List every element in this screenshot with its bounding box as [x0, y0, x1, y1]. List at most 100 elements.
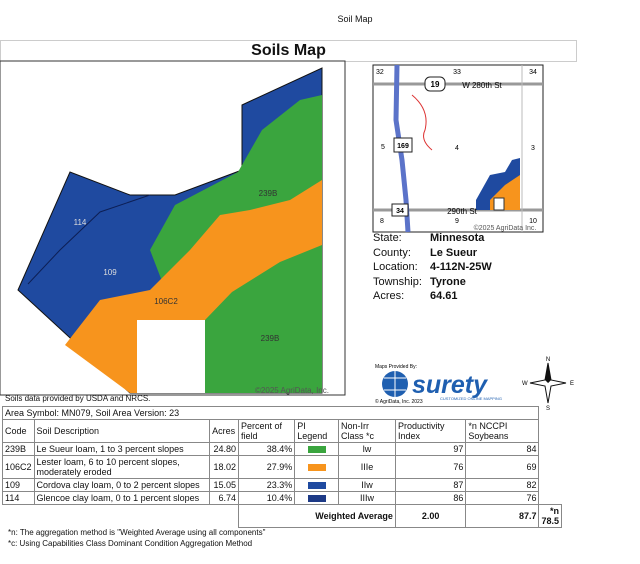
logo-brand: surety: [412, 371, 488, 399]
weighted-row: Weighted Average 2.00 87.7 *n 78.5: [3, 504, 562, 528]
info-label: Township:: [373, 275, 422, 288]
cell: 38.4%: [238, 442, 296, 456]
info-value: 4-112N-25W: [430, 261, 492, 273]
cell: 6.74: [209, 491, 240, 505]
soil-106c2: [65, 180, 322, 393]
area-symbol: Area Symbol: MN079, Soil Area Version: 2…: [1, 406, 540, 420]
inset-label: 19: [431, 80, 440, 89]
inset-field: [493, 197, 505, 211]
weighted-label: Weighted Average: [238, 504, 396, 528]
legend-swatch: [307, 463, 326, 471]
footnote: *n: The aggregation method is "Weighted …: [8, 528, 266, 537]
inset-label: 290th St: [447, 207, 478, 216]
info-value: 64.61: [430, 290, 458, 302]
inset-label: 8: [380, 218, 384, 225]
cell: 86: [394, 491, 467, 505]
info-row: Acres: 64.61: [373, 289, 492, 304]
route-shield: [391, 203, 409, 217]
column-header: Code: [2, 419, 35, 443]
info-row: Location: 4-112N-25W: [373, 260, 492, 275]
footnote: *c: Using Capabilities Class Dominant Co…: [8, 539, 253, 548]
compass-label: N: [546, 357, 550, 363]
table-row: 106C2 Lester loam, 6 to 10 percent slopes…: [2, 455, 562, 479]
cell: 109: [2, 478, 35, 492]
cell: 18.02: [209, 455, 240, 479]
compass: [529, 362, 567, 404]
weighted-value: 87.7: [465, 504, 540, 528]
data-source: Soils data provided by USDA and NRCS.: [5, 394, 151, 403]
cell: Glencoe clay loam, 0 to 1 percent slopes: [33, 491, 211, 505]
column-header: Non-Irr Class *c: [338, 419, 396, 443]
column-header: Soil Description: [33, 419, 211, 443]
cell: Cordova clay loam, 0 to 2 percent slopes: [33, 478, 211, 492]
legend-swatch: [307, 481, 326, 489]
footnotes: *n: The aggregation method is "Weighted …: [8, 527, 265, 549]
inset-label: 10: [529, 218, 537, 225]
weighted-value: *n 78.5: [538, 504, 562, 528]
map-label: 109: [103, 268, 117, 277]
inset-label: 32: [376, 69, 384, 76]
table-row: 109 Cordova clay loam, 0 to 2 percent slo…: [2, 478, 562, 492]
route-shield: [393, 137, 413, 153]
info-value: Le Sueur: [430, 246, 478, 259]
cell: 82: [465, 478, 540, 492]
cell: 87: [394, 478, 467, 492]
cell: IIIe: [338, 455, 396, 479]
column-header: Percent of field: [238, 419, 296, 443]
cell: 114: [2, 491, 35, 505]
logo-tagline: CUSTOMIZED ONLINE MAPPING: [440, 396, 502, 401]
cell: 69: [465, 455, 540, 479]
compass-label: S: [546, 406, 550, 410]
logo-copyright: © AgriData, Inc. 2023: [375, 398, 423, 405]
info-row: Township: Tyrone: [373, 275, 492, 290]
inset-label: 5: [381, 144, 385, 151]
legend-swatch: [307, 445, 326, 453]
info-label: Acres:: [373, 290, 405, 302]
cell: lw: [338, 442, 396, 456]
cell: 10.4%: [238, 491, 296, 505]
inset-label: 34: [529, 69, 537, 76]
compass-label: E: [570, 381, 574, 387]
info-label: Location:: [373, 261, 418, 273]
soil-table: Area Symbol: MN079, Soil Area Version: 2…: [1, 406, 562, 528]
inset-credit: ©2025 AgriData Inc.: [474, 224, 537, 232]
inset-label: W 280th St: [462, 81, 502, 90]
cell: Lester loam, 6 to 10 percent slopes, mod…: [33, 455, 211, 479]
inset-label: 169: [397, 143, 409, 150]
info-row: County: Le Sueur: [373, 246, 492, 261]
cell: 24.80: [209, 442, 240, 456]
excluded-area: [137, 320, 205, 393]
field-info: State: Minnesota County: Le Sueur Location: 4…: [373, 231, 492, 304]
cell: Le Sueur loam, 1 to 3 percent slopes: [33, 442, 211, 456]
inset-label: 9: [455, 218, 459, 225]
cell: 76: [394, 455, 467, 479]
weighted-value: 2.00: [394, 504, 467, 528]
logo-caption: Maps Provided By:: [375, 364, 417, 370]
cell: 239B: [2, 442, 35, 456]
column-header: Productivity Index: [394, 419, 467, 443]
route-shield: [424, 76, 446, 92]
cell: 76: [465, 491, 540, 505]
info-row: State: Minnesota: [373, 231, 492, 246]
cell: 106C2: [2, 455, 35, 479]
cell: IIIw: [338, 491, 396, 505]
stream: [411, 94, 433, 151]
page-header: Soil Map: [337, 14, 373, 24]
table-row: 114 Glencoe clay loam, 0 to 1 percent slo…: [2, 491, 562, 505]
legend-cell: [294, 478, 340, 492]
cell: 84: [465, 442, 540, 456]
table-row: 239B Le Sueur loam, 1 to 3 percent slopes…: [2, 442, 562, 456]
map-label: 239B: [259, 189, 278, 198]
inset-label: 34: [396, 208, 404, 215]
map-label: 114: [74, 218, 87, 227]
cell: 97: [394, 442, 467, 456]
info-label: State:: [373, 232, 402, 244]
map-label: 106C2: [154, 297, 178, 306]
soil-boundary: [27, 194, 151, 285]
compass: [548, 363, 551, 383]
legend-cell: [294, 491, 340, 505]
maps: 239B 114 109 106C2 239B ©2025 AgriData, …: [0, 60, 574, 410]
cell: 23.3%: [238, 478, 296, 492]
column-header: *n NCCPI Soybeans: [465, 419, 540, 443]
